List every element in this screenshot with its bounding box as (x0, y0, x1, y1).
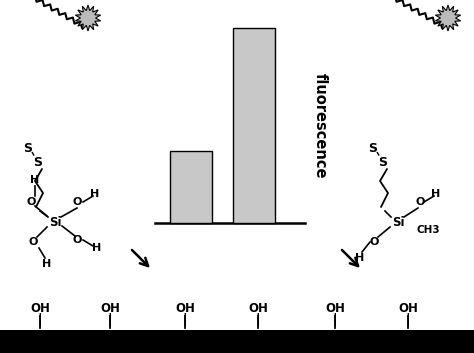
Text: Si: Si (34, 329, 46, 342)
Bar (170, 151, 212, 223)
Text: |: | (255, 313, 260, 327)
Text: H: H (92, 243, 101, 253)
Text: OH: OH (248, 301, 268, 315)
Text: H: H (356, 253, 365, 263)
Text: S: S (34, 156, 43, 169)
Text: |: | (406, 313, 410, 327)
Text: O: O (369, 237, 379, 247)
Text: Si: Si (179, 329, 191, 342)
Text: OH: OH (100, 301, 120, 315)
Polygon shape (435, 5, 461, 31)
Text: H: H (431, 189, 441, 199)
Text: |: | (333, 313, 337, 327)
Polygon shape (75, 5, 100, 31)
Text: H: H (30, 175, 40, 185)
Text: |: | (182, 313, 187, 327)
Text: OH: OH (325, 301, 345, 315)
Text: CH3: CH3 (416, 225, 440, 235)
Text: S: S (24, 142, 33, 155)
Bar (0, 330, 474, 353)
Text: Si: Si (329, 329, 341, 342)
Text: O: O (28, 237, 38, 247)
Text: Si: Si (252, 329, 264, 342)
Text: OH: OH (175, 301, 195, 315)
Text: Si: Si (49, 215, 61, 228)
Text: OH: OH (398, 301, 418, 315)
Text: S: S (368, 142, 377, 155)
Text: O: O (73, 235, 82, 245)
Text: O: O (73, 197, 82, 207)
Text: OH: OH (30, 301, 50, 315)
Text: O: O (415, 197, 425, 207)
Text: H: H (42, 259, 52, 269)
Text: H: H (91, 189, 100, 199)
Text: O: O (27, 197, 36, 207)
Bar (233, 28, 275, 223)
Text: fluorescence: fluorescence (313, 73, 328, 178)
Text: Si: Si (104, 329, 116, 342)
Text: |: | (38, 313, 42, 327)
Text: Si: Si (392, 215, 404, 228)
Text: S: S (379, 156, 388, 169)
Text: Si: Si (402, 329, 414, 342)
Text: |: | (108, 313, 112, 327)
